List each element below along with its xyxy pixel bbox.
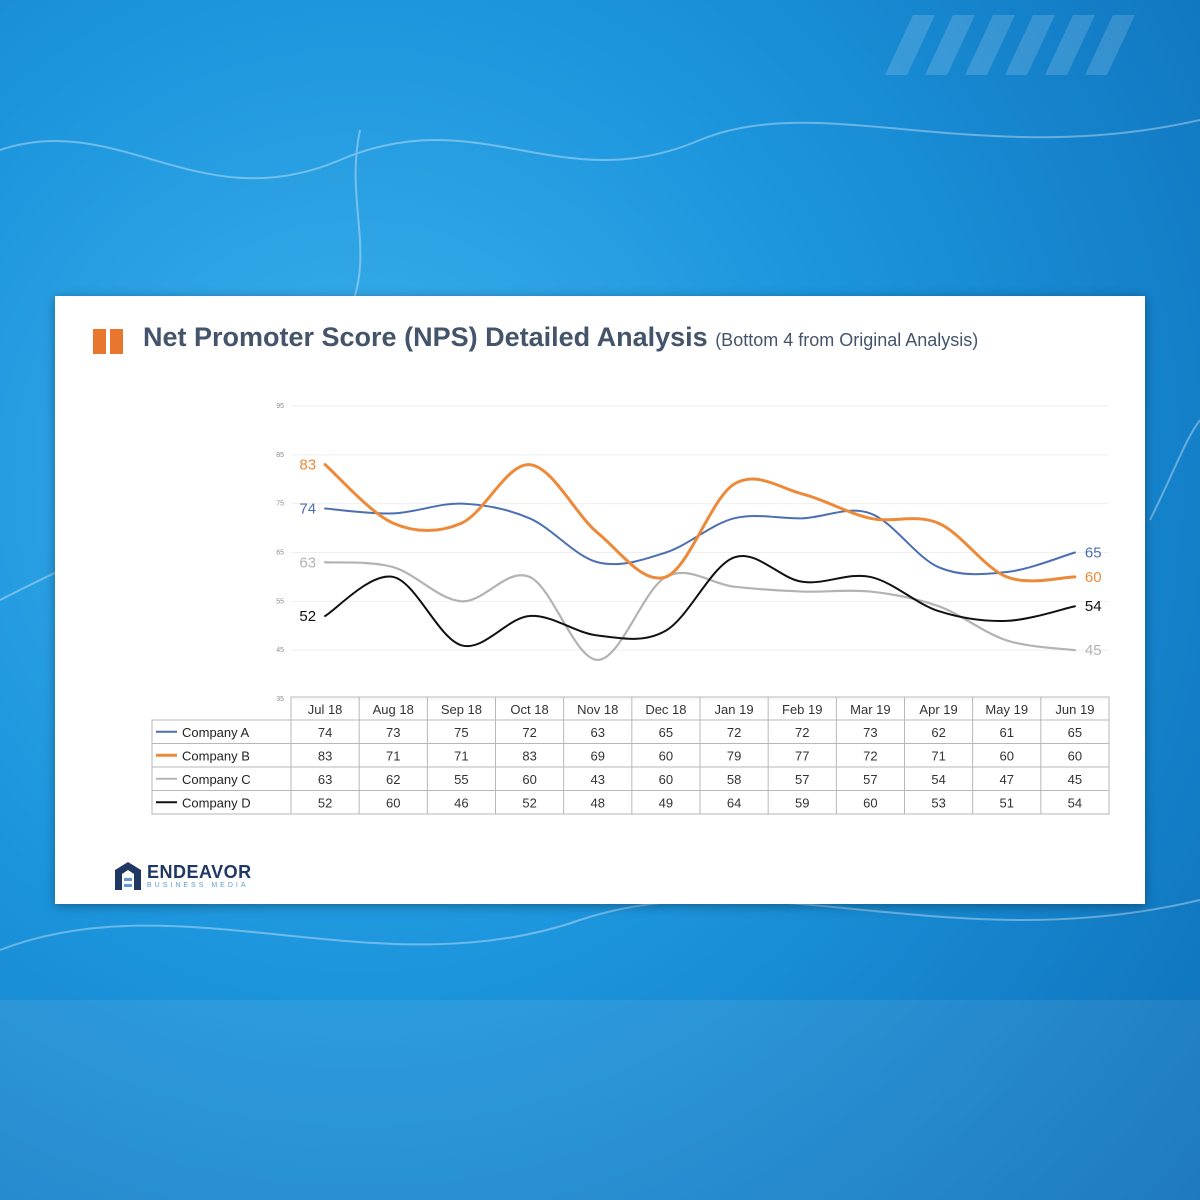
table-value-cell: 60 [659, 748, 673, 763]
table-value-cell: 69 [591, 748, 605, 763]
table-header-cell: Sep 18 [441, 702, 482, 717]
table-header-cell: Jun 19 [1055, 702, 1094, 717]
table-value-cell: 65 [1068, 725, 1082, 740]
table-value-cell: 55 [454, 772, 468, 787]
table-header-cell: Dec 18 [645, 702, 686, 717]
start-value-label: 52 [299, 608, 316, 625]
series-line-company-d [324, 555, 1076, 648]
table-value-cell: 62 [386, 772, 400, 787]
table-value-cell: 57 [863, 772, 877, 787]
start-value-label: 74 [299, 501, 316, 518]
table-value-cell: 72 [727, 725, 741, 740]
table-header-cell: Mar 19 [850, 702, 890, 717]
y-tick-label: 75 [276, 501, 284, 508]
table-value-cell: 71 [386, 748, 400, 763]
y-tick-label: 85 [276, 452, 284, 459]
table-value-cell: 65 [659, 725, 673, 740]
table-value-cell: 53 [931, 795, 945, 810]
table-header-cell: Oct 18 [510, 702, 548, 717]
table-value-cell: 71 [454, 748, 468, 763]
legend-label: Company A [182, 725, 250, 740]
end-value-label: 54 [1085, 598, 1102, 615]
table-header-cell: Jul 18 [308, 702, 343, 717]
y-tick-label: 65 [276, 550, 284, 557]
legend-label: Company C [182, 772, 251, 787]
table-value-cell: 64 [727, 795, 741, 810]
table-value-cell: 75 [454, 725, 468, 740]
table-value-cell: 73 [386, 725, 400, 740]
title-text: Net Promoter Score (NPS) Detailed Analys… [143, 322, 708, 352]
legend-label: Company D [182, 795, 251, 810]
title-marker-icon [93, 329, 123, 354]
legend-label: Company B [182, 748, 250, 763]
table-value-cell: 77 [795, 748, 809, 763]
table-value-cell: 60 [863, 795, 877, 810]
table-value-cell: 63 [318, 772, 332, 787]
table-value-cell: 59 [795, 795, 809, 810]
table-value-cell: 63 [591, 725, 605, 740]
table-value-cell: 57 [795, 772, 809, 787]
table-value-cell: 54 [1068, 795, 1082, 810]
table-value-cell: 60 [1000, 748, 1014, 763]
table-value-cell: 60 [522, 772, 536, 787]
table-value-cell: 58 [727, 772, 741, 787]
table-value-cell: 43 [591, 772, 605, 787]
end-value-label: 60 [1085, 569, 1102, 586]
start-value-label: 63 [299, 554, 316, 571]
y-tick-label: 95 [276, 403, 284, 410]
table-value-cell: 73 [863, 725, 877, 740]
table-value-cell: 48 [591, 795, 605, 810]
logo-name: ENDEAVOR [147, 862, 252, 882]
table-header-cell: May 19 [985, 702, 1028, 717]
table-value-cell: 54 [931, 772, 945, 787]
table-value-cell: 46 [454, 795, 468, 810]
series-line-company-b [323, 463, 1077, 583]
table-value-cell: 83 [318, 748, 332, 763]
table-header-cell: Aug 18 [373, 702, 414, 717]
nps-line-chart: 35 45 55 65 75 85 95 74 65 83 60 63 45 52 54 Jul 18 Aug … [151, 403, 1110, 815]
series-line-company-c [323, 561, 1077, 662]
table-value-cell: 52 [522, 795, 536, 810]
endeavor-logo: ENDEAVOR BUSINESS MEDIA [113, 860, 313, 896]
chart-card: Net Promoter Score (NPS) Detailed Analys… [55, 296, 1145, 904]
table-value-cell: 51 [1000, 795, 1014, 810]
table-header-cell: Nov 18 [577, 702, 618, 717]
table-value-cell: 74 [318, 725, 332, 740]
table-value-cell: 45 [1068, 772, 1082, 787]
y-tick-label: 55 [276, 598, 284, 605]
table-value-cell: 72 [863, 748, 877, 763]
table-header-cell: Apr 19 [919, 702, 957, 717]
table-value-cell: 72 [522, 725, 536, 740]
y-tick-label: 35 [276, 696, 284, 703]
table-header-cell: Jan 19 [715, 702, 754, 717]
page-title: Net Promoter Score (NPS) Detailed Analys… [143, 322, 978, 353]
table-value-cell: 60 [386, 795, 400, 810]
end-value-label: 65 [1085, 545, 1102, 562]
subtitle-text: (Bottom 4 from Original Analysis) [715, 330, 979, 350]
end-value-label: 45 [1085, 642, 1102, 659]
start-value-label: 83 [299, 457, 316, 474]
table-value-cell: 83 [522, 748, 536, 763]
table-value-cell: 71 [931, 748, 945, 763]
table-value-cell: 60 [1068, 748, 1082, 763]
table-value-cell: 52 [318, 795, 332, 810]
table-header-cell: Feb 19 [782, 702, 822, 717]
endeavor-logo-icon [115, 862, 141, 890]
table-value-cell: 79 [727, 748, 741, 763]
logo-tagline: BUSINESS MEDIA [147, 882, 249, 889]
table-value-cell: 49 [659, 795, 673, 810]
table-value-cell: 72 [795, 725, 809, 740]
table-value-cell: 60 [659, 772, 673, 787]
table-value-cell: 47 [1000, 772, 1014, 787]
table-value-cell: 62 [931, 725, 945, 740]
y-tick-label: 45 [276, 647, 284, 654]
table-value-cell: 61 [1000, 725, 1014, 740]
